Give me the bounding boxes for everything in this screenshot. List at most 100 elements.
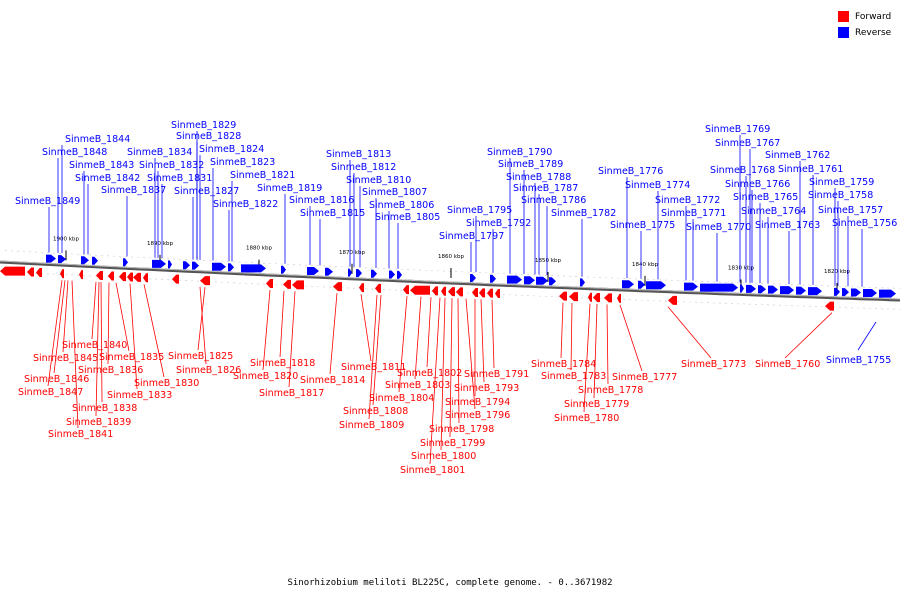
reverse-gene-mark bbox=[58, 255, 66, 264]
scale-label: 1840 kbp bbox=[632, 262, 658, 268]
scale-label: 1900 kbp bbox=[53, 236, 79, 242]
forward-gene-leader bbox=[262, 290, 271, 371]
reverse-gene-mark bbox=[81, 256, 89, 265]
forward-gene-label: SinmeB_1780 bbox=[554, 413, 619, 424]
forward-gene-mark bbox=[604, 293, 612, 303]
forward-gene-leader bbox=[449, 298, 453, 438]
forward-gene-leader bbox=[491, 299, 495, 369]
reverse-gene-mark bbox=[580, 278, 585, 287]
forward-gene-leader bbox=[440, 297, 446, 451]
forward-gene-label: SinmeB_1773 bbox=[681, 359, 746, 370]
forward-gene-mark bbox=[588, 292, 592, 302]
reverse-gene-mark bbox=[851, 288, 861, 297]
forward-gene-label: SinmeB_1838 bbox=[72, 403, 137, 414]
reverse-gene-leader bbox=[857, 321, 877, 351]
forward-gene-label: SinmeB_1817 bbox=[259, 388, 324, 399]
forward-gene-leader bbox=[360, 294, 372, 362]
forward-gene-leader bbox=[570, 302, 573, 371]
reverse-gene-mark bbox=[549, 277, 556, 286]
forward-gene-label: SinmeB_1845 bbox=[33, 353, 98, 364]
reverse-gene-label: SinmeB_1788 bbox=[506, 172, 571, 183]
forward-gene-label: SinmeB_1778 bbox=[578, 385, 643, 396]
reverse-gene-label: SinmeB_1782 bbox=[551, 208, 616, 219]
reverse-gene-mark bbox=[746, 284, 756, 293]
forward-gene-leader bbox=[288, 291, 296, 388]
reverse-gene-label: SinmeB_1755 bbox=[826, 355, 891, 366]
forward-gene-leader bbox=[583, 303, 591, 413]
forward-gene-leader bbox=[457, 298, 460, 424]
legend-item-forward: Forward bbox=[838, 9, 898, 24]
reverse-gene-mark bbox=[389, 270, 395, 279]
reverse-gene-mark bbox=[192, 261, 199, 270]
reverse-gene-label: SinmeB_1810 bbox=[346, 175, 411, 186]
forward-gene-leader bbox=[606, 304, 609, 385]
reverse-gene-label: SinmeB_1775 bbox=[610, 220, 675, 231]
reverse-gene-label: SinmeB_1848 bbox=[42, 147, 107, 158]
forward-gene-label: SinmeB_1760 bbox=[755, 359, 820, 370]
forward-gene-label: SinmeB_1809 bbox=[339, 420, 404, 431]
scale-label: 1850 kbp bbox=[535, 258, 561, 264]
reverse-gene-label: SinmeB_1813 bbox=[326, 149, 391, 160]
genome-backbone-highlight bbox=[0, 260, 900, 300]
forward-gene-leader bbox=[107, 282, 110, 365]
reverse-gene-label: SinmeB_1786 bbox=[521, 195, 586, 206]
reverse-gene-label: SinmeB_1837 bbox=[101, 185, 166, 196]
forward-gene-leader bbox=[429, 297, 441, 465]
reverse-gene-label: SinmeB_1790 bbox=[487, 147, 552, 158]
forward-gene-mark bbox=[108, 271, 114, 281]
reverse-gene-mark bbox=[183, 261, 190, 270]
reverse-gene-mark bbox=[524, 276, 535, 285]
reverse-gene-mark bbox=[46, 254, 56, 263]
reverse-gene-label: SinmeB_1815 bbox=[300, 208, 365, 219]
reverse-gene-mark bbox=[228, 263, 234, 272]
forward-gene-label: SinmeB_1804 bbox=[369, 393, 434, 404]
forward-gene-leader bbox=[197, 287, 206, 351]
reverse-gene-mark bbox=[307, 267, 319, 276]
reverse-gene-label: SinmeB_1787 bbox=[513, 183, 578, 194]
forward-gene-label: SinmeB_1777 bbox=[612, 372, 677, 383]
forward-gene-label: SinmeB_1811 bbox=[341, 362, 406, 373]
reverse-gene-label: SinmeB_1844 bbox=[65, 134, 130, 145]
forward-gene-leader bbox=[115, 282, 130, 352]
forward-gene-leader bbox=[143, 284, 165, 378]
reverse-gene-mark bbox=[397, 270, 402, 279]
reverse-gene-label: SinmeB_1764 bbox=[741, 206, 806, 217]
forward-gene-label: SinmeB_1836 bbox=[78, 365, 143, 376]
forward-gene-label: SinmeB_1820 bbox=[233, 371, 298, 382]
reverse-gene-label: SinmeB_1849 bbox=[15, 196, 80, 207]
forward-gene-leader bbox=[129, 283, 138, 390]
forward-gene-mark bbox=[0, 266, 25, 276]
reverse-gene-mark bbox=[796, 286, 806, 295]
reverse-gene-label: SinmeB_1807 bbox=[362, 187, 427, 198]
reverse-gene-mark bbox=[348, 268, 352, 277]
reverse-gene-mark bbox=[123, 258, 128, 267]
scale-label: 1860 kbp bbox=[438, 254, 464, 260]
reverse-gene-mark bbox=[212, 262, 226, 271]
reverse-gene-label: SinmeB_1761 bbox=[778, 164, 843, 175]
reverse-gene-mark bbox=[241, 264, 266, 273]
reverse-gene-mark bbox=[684, 282, 698, 291]
scale-label: 1870 kbp bbox=[339, 250, 365, 256]
reverse-gene-mark bbox=[470, 273, 476, 282]
reverse-gene-mark bbox=[507, 275, 522, 284]
forward-gene-label: SinmeB_1796 bbox=[445, 410, 510, 421]
forward-gene-leader bbox=[329, 293, 338, 375]
forward-gene-mark bbox=[375, 283, 381, 293]
reverse-gene-mark bbox=[371, 269, 377, 278]
reverse-gene-label: SinmeB_1767 bbox=[715, 138, 780, 149]
forward-gene-label: SinmeB_1799 bbox=[420, 438, 485, 449]
reverse-gene-label: SinmeB_1795 bbox=[447, 205, 512, 216]
forward-gene-mark bbox=[172, 274, 179, 284]
reverse-gene-label: SinmeB_1824 bbox=[199, 144, 264, 155]
forward-gene-mark bbox=[487, 288, 493, 298]
reverse-gene-mark bbox=[490, 274, 496, 283]
reverse-gene-label: SinmeB_1756 bbox=[832, 218, 897, 229]
reverse-gene-label: SinmeB_1822 bbox=[213, 199, 278, 210]
forward-gene-label: SinmeB_1779 bbox=[564, 399, 629, 410]
forward-gene-mark bbox=[133, 272, 141, 282]
reverse-gene-mark bbox=[834, 287, 840, 296]
reverse-gene-label: SinmeB_1816 bbox=[289, 195, 354, 206]
legend: Forward Reverse bbox=[838, 9, 898, 41]
forward-gene-mark bbox=[200, 276, 210, 286]
